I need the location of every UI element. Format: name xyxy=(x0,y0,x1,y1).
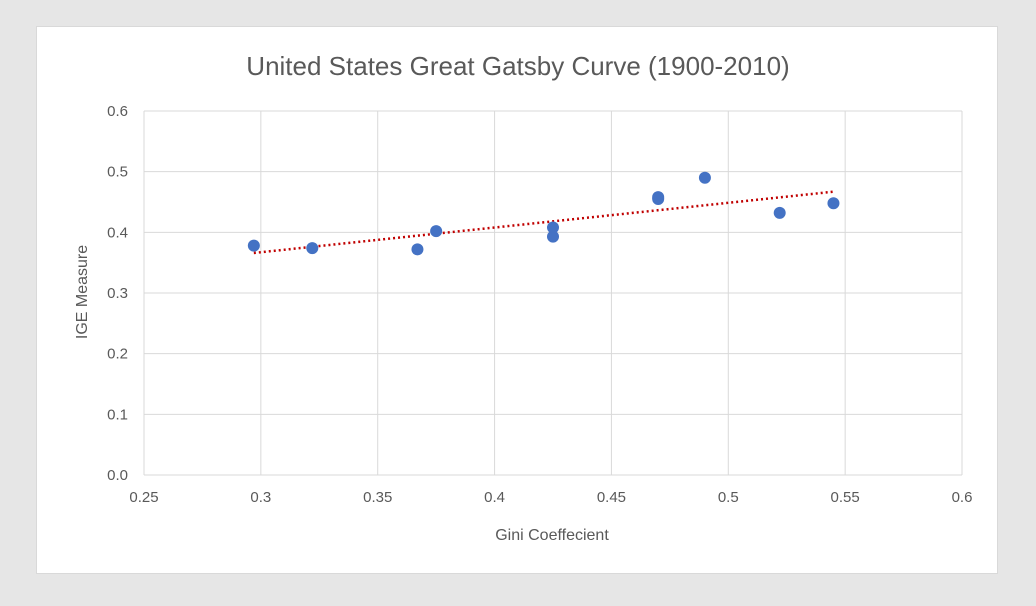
data-point xyxy=(547,230,559,243)
x-tick-label: 0.6 xyxy=(952,489,973,506)
x-tick-label: 0.4 xyxy=(484,489,505,506)
scatter-chart: United States Great Gatsby Curve (1900-2… xyxy=(74,51,972,544)
data-point xyxy=(247,239,260,252)
x-tick-label: 0.35 xyxy=(363,489,392,506)
data-point xyxy=(698,171,711,184)
y-tick-label: 0.3 xyxy=(107,285,128,302)
grid-lines xyxy=(143,110,963,476)
data-point xyxy=(773,206,786,219)
y-tick-label: 0.4 xyxy=(107,224,128,241)
y-tick-label: 0.0 xyxy=(107,467,128,484)
chart-area: United States Great Gatsby Curve (1900-2… xyxy=(36,26,998,574)
y-tick-label: 0.6 xyxy=(107,103,128,120)
x-tick-label: 0.45 xyxy=(597,489,626,506)
tick-labels: 0.25 0.3 0.35 0.4 0.45 0.5 0.55 0.6 0.0 0.1 0.2 0.3… xyxy=(107,103,972,506)
y-axis-title: IGE Measure xyxy=(74,245,91,339)
x-tick-label: 0.25 xyxy=(129,489,158,506)
x-tick-label: 0.55 xyxy=(831,489,860,506)
linear-trendline xyxy=(253,190,834,255)
data-point xyxy=(430,225,443,238)
x-tick-label: 0.3 xyxy=(250,489,271,506)
y-tick-label: 0.1 xyxy=(107,406,128,423)
data-point xyxy=(827,197,840,210)
data-point xyxy=(306,242,319,255)
y-tick-label: 0.2 xyxy=(107,346,128,363)
x-axis-title: Gini Coeffecient xyxy=(495,527,609,544)
chart-title: United States Great Gatsby Curve (1900-2… xyxy=(246,51,789,81)
y-tick-label: 0.5 xyxy=(107,164,128,181)
data-point xyxy=(411,243,424,256)
x-tick-label: 0.5 xyxy=(718,489,739,506)
trendline xyxy=(253,190,834,255)
data-point xyxy=(652,192,665,205)
data-point xyxy=(547,221,559,234)
data-points xyxy=(247,171,840,256)
